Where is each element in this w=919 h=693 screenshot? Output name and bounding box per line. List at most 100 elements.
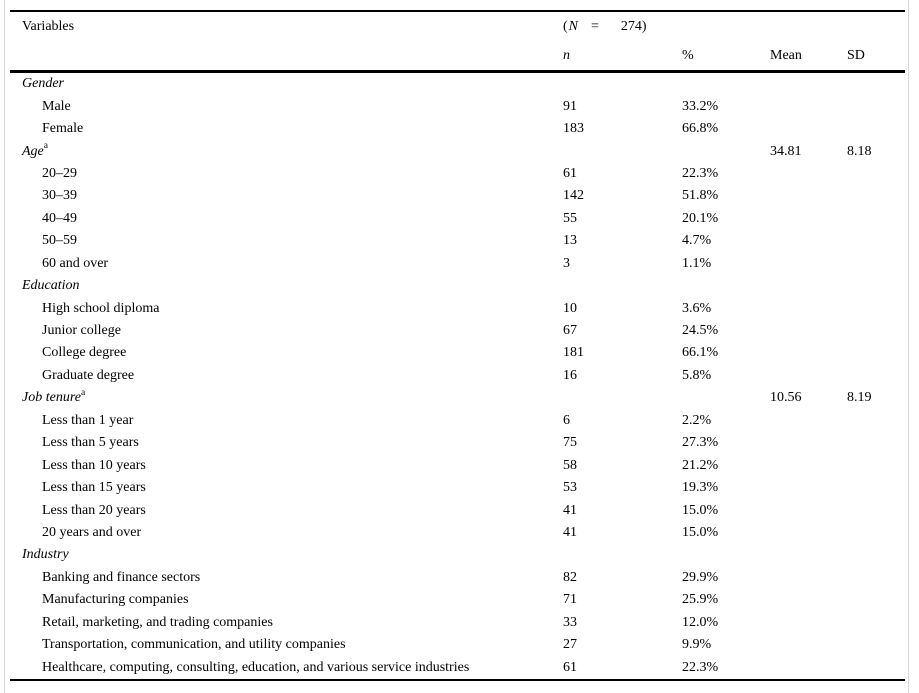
item-label: Transportation, communication, and utili… <box>10 634 563 656</box>
sd-value <box>847 163 905 185</box>
item-label: 50–59 <box>10 230 563 252</box>
sample-size-equals: = <box>591 18 599 34</box>
pct-value: 22.3% <box>682 165 719 181</box>
table-row: 50–59 13 4.7% <box>10 230 905 252</box>
table-header: Variables (N = 274) n % Mean SD <box>10 11 905 72</box>
table-row-category: Education <box>10 275 905 297</box>
sd-value <box>847 567 905 589</box>
sd-value <box>847 297 905 319</box>
table-row: Graduate degree 16 5.8% <box>10 365 905 387</box>
pct-value: 29.9% <box>682 569 719 585</box>
sd-value <box>847 118 905 140</box>
table-row: Transportation, communication, and utili… <box>10 634 905 656</box>
col-header-n: n <box>563 47 570 63</box>
table-row: Female 183 66.8% <box>10 118 905 140</box>
pct-value: 2.2% <box>682 412 712 428</box>
n-value: 41 <box>563 524 577 540</box>
pct-value: 21.2% <box>682 457 719 473</box>
category-label-text: Education <box>22 278 80 294</box>
n-value: 91 <box>563 98 577 114</box>
mean-value <box>770 432 847 454</box>
pct-value <box>682 72 770 96</box>
n-value: 183 <box>563 121 584 137</box>
n-value: 61 <box>563 165 577 181</box>
pct-value: 1.1% <box>682 255 712 271</box>
n-value: 6 <box>563 412 570 428</box>
table-row: 40–49 55 20.1% <box>10 208 905 230</box>
table-row: Retail, marketing, and trading companies… <box>10 612 905 634</box>
empty-cell <box>770 11 847 41</box>
item-label-text: 60 and over <box>42 255 109 271</box>
item-label: Less than 20 years <box>10 499 563 521</box>
table-row: Less than 10 years 58 21.2% <box>10 454 905 476</box>
pct-value: 15.0% <box>682 524 719 540</box>
table-row: Less than 15 years 53 19.3% <box>10 477 905 499</box>
n-value: 142 <box>563 188 584 204</box>
table-row: Less than 5 years 75 27.3% <box>10 432 905 454</box>
pct-value: 3.6% <box>682 300 712 316</box>
sd-value <box>847 656 905 679</box>
sample-size-open: ( <box>563 18 568 34</box>
item-label-text: Junior college <box>42 323 121 339</box>
mean-value <box>770 477 847 499</box>
item-label: Female <box>10 118 563 140</box>
item-label-text: 40–49 <box>42 210 77 226</box>
item-label: Less than 5 years <box>10 432 563 454</box>
sd-value <box>847 365 905 387</box>
sd-value <box>847 432 905 454</box>
table-row: Junior college 67 24.5% <box>10 320 905 342</box>
n-value: 53 <box>563 480 577 496</box>
sd-value: 8.18 <box>847 143 872 159</box>
n-value <box>563 275 682 297</box>
pct-value <box>682 387 770 409</box>
sd-value <box>847 544 905 566</box>
sd-value <box>847 253 905 275</box>
sd-value: 8.19 <box>847 390 872 406</box>
item-label: High school diploma <box>10 297 563 319</box>
header-row-1: Variables (N = 274) <box>10 11 905 41</box>
n-value: 16 <box>563 367 577 383</box>
table-row-category: Agea 34.81 8.18 <box>10 140 905 162</box>
item-label: College degree <box>10 342 563 364</box>
mean-value <box>770 567 847 589</box>
item-label: Male <box>10 95 563 117</box>
item-label: Healthcare, computing, consulting, educa… <box>10 656 563 679</box>
pct-value <box>682 275 770 297</box>
item-label: Less than 1 year <box>10 410 563 432</box>
n-value <box>563 72 682 96</box>
item-label-text: 50–59 <box>42 233 77 249</box>
item-label-text: Less than 1 year <box>42 412 134 428</box>
col-header-pct: % <box>682 47 694 63</box>
item-label: Graduate degree <box>10 365 563 387</box>
mean-value <box>770 365 847 387</box>
item-label: 40–49 <box>10 208 563 230</box>
n-value <box>563 387 682 409</box>
mean-value <box>770 410 847 432</box>
sd-value <box>847 454 905 476</box>
n-value: 3 <box>563 255 570 271</box>
table-row: Male 91 33.2% <box>10 95 905 117</box>
pct-value: 24.5% <box>682 323 719 339</box>
category-label-text: Industry <box>22 547 69 563</box>
sd-value <box>847 208 905 230</box>
mean-value <box>770 454 847 476</box>
sd-value <box>847 95 905 117</box>
mean-value <box>770 656 847 679</box>
item-label: 60 and over <box>10 253 563 275</box>
category-label-text: Gender <box>22 76 64 92</box>
sd-value <box>847 320 905 342</box>
footnote-marker: a <box>80 387 86 398</box>
mean-value <box>770 544 847 566</box>
sample-size-header: (N = 274) <box>563 11 770 41</box>
table-row: College degree 181 66.1% <box>10 342 905 364</box>
empty-cell <box>10 41 563 72</box>
sd-value <box>847 410 905 432</box>
item-label-text: Transportation, communication, and utili… <box>42 637 346 653</box>
n-value: 27 <box>563 637 577 653</box>
n-value: 58 <box>563 457 577 473</box>
category-label: Agea <box>10 140 563 162</box>
n-value: 61 <box>563 659 577 675</box>
item-label-text: College degree <box>42 345 127 361</box>
mean-value <box>770 118 847 140</box>
mean-value <box>770 163 847 185</box>
